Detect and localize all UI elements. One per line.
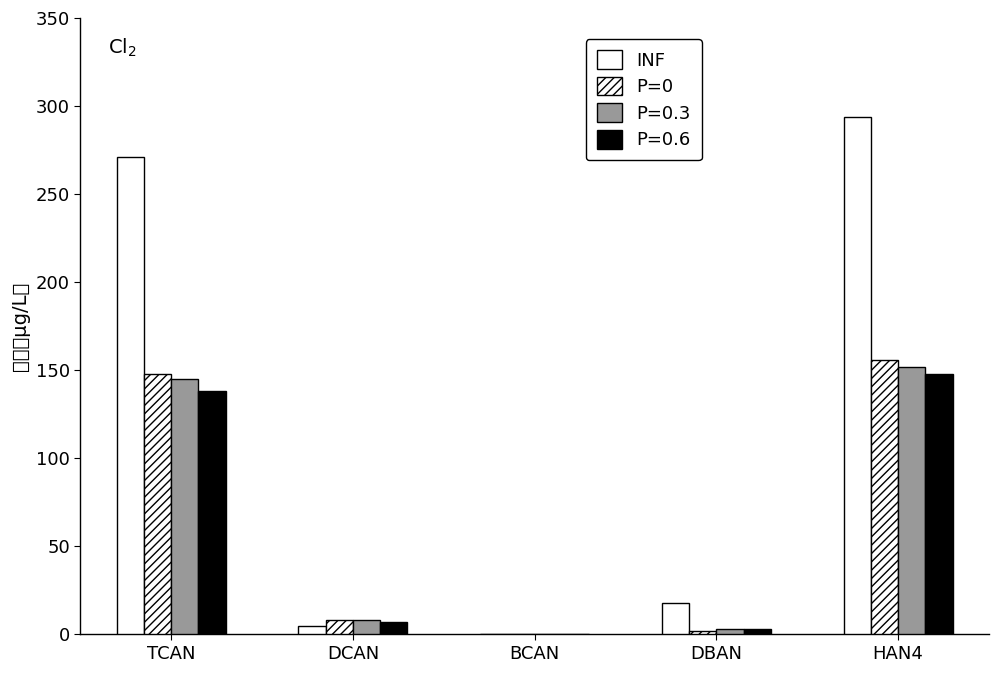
Bar: [326, 620, 353, 634]
Bar: [198, 392, 226, 634]
Bar: [898, 367, 925, 634]
Bar: [925, 374, 953, 634]
Bar: [662, 603, 689, 634]
Legend: INF, P=0, P=0.3, P=0.6: INF, P=0, P=0.3, P=0.6: [586, 40, 702, 160]
Y-axis label: 浓度（μg/L）: 浓度（μg/L）: [11, 282, 30, 371]
Bar: [844, 117, 871, 634]
Bar: [171, 379, 198, 634]
Bar: [353, 620, 380, 634]
Bar: [716, 630, 744, 634]
Bar: [298, 625, 326, 634]
Bar: [871, 360, 898, 634]
Text: Cl$_2$: Cl$_2$: [108, 36, 136, 59]
Bar: [117, 157, 144, 634]
Bar: [144, 374, 171, 634]
Bar: [689, 631, 716, 634]
Bar: [380, 622, 407, 634]
Bar: [744, 630, 771, 634]
